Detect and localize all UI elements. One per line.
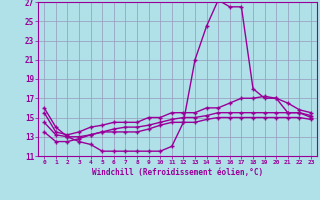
X-axis label: Windchill (Refroidissement éolien,°C): Windchill (Refroidissement éolien,°C) [92,168,263,177]
